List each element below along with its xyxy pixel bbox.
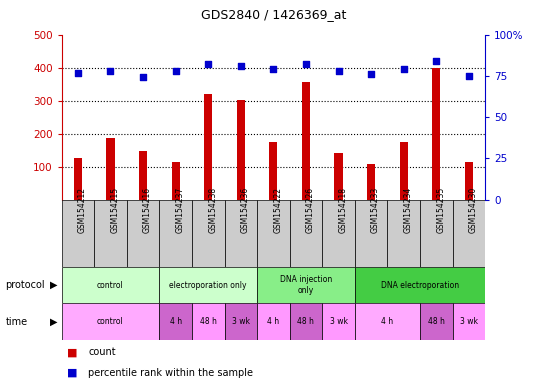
Bar [355, 200, 388, 267]
Bar [237, 99, 245, 200]
Bar [74, 158, 82, 200]
Bar [355, 303, 420, 340]
Text: GSM154236: GSM154236 [241, 187, 250, 233]
Bar [62, 267, 159, 303]
Text: control: control [97, 281, 124, 290]
Text: 3 wk: 3 wk [460, 317, 478, 326]
Text: time: time [5, 316, 27, 327]
Text: GSM154226: GSM154226 [306, 187, 315, 233]
Point [367, 71, 375, 77]
Text: 4 h: 4 h [169, 317, 182, 326]
Bar [127, 200, 159, 267]
Bar [302, 83, 310, 200]
Text: GSM154238: GSM154238 [208, 187, 217, 233]
Text: DNA injection
only: DNA injection only [280, 275, 332, 295]
Text: percentile rank within the sample: percentile rank within the sample [88, 368, 254, 378]
Text: ▶: ▶ [50, 316, 57, 327]
Point [269, 66, 278, 72]
Bar [367, 164, 375, 200]
Point [399, 66, 408, 72]
Text: GSM154237: GSM154237 [176, 187, 184, 233]
Text: 48 h: 48 h [428, 317, 445, 326]
Text: GDS2840 / 1426369_at: GDS2840 / 1426369_at [200, 8, 346, 21]
Text: GSM154222: GSM154222 [273, 187, 282, 233]
Text: 48 h: 48 h [297, 317, 315, 326]
Point [73, 70, 82, 76]
Text: ▶: ▶ [50, 280, 57, 290]
Bar [269, 142, 278, 200]
Bar [322, 200, 355, 267]
Bar [432, 68, 440, 200]
Point [172, 68, 180, 74]
Bar [257, 303, 289, 340]
Point [204, 61, 212, 67]
Text: GSM154212: GSM154212 [78, 187, 87, 233]
Bar [139, 151, 147, 200]
Bar [420, 200, 452, 267]
Text: control: control [97, 317, 124, 326]
Text: ■: ■ [67, 347, 78, 357]
Text: GSM154234: GSM154234 [404, 187, 413, 233]
Bar [62, 303, 159, 340]
Bar [420, 303, 452, 340]
Text: DNA electroporation: DNA electroporation [381, 281, 459, 290]
Bar [334, 154, 343, 200]
Text: 4 h: 4 h [381, 317, 393, 326]
Text: GSM154216: GSM154216 [143, 187, 152, 233]
Bar [257, 200, 289, 267]
Bar [399, 142, 408, 200]
Text: protocol: protocol [5, 280, 45, 290]
Bar [355, 267, 485, 303]
Bar [388, 200, 420, 267]
Text: 48 h: 48 h [200, 317, 217, 326]
Bar [159, 303, 192, 340]
Bar [172, 162, 180, 200]
Point [334, 68, 343, 74]
Bar [289, 200, 322, 267]
Bar [465, 162, 473, 200]
Text: GSM154218: GSM154218 [339, 187, 347, 233]
Bar [192, 303, 225, 340]
Text: GSM154235: GSM154235 [436, 187, 445, 233]
Text: GSM154233: GSM154233 [371, 187, 380, 233]
Point [302, 61, 310, 67]
Point [432, 58, 441, 64]
Bar [289, 303, 322, 340]
Point [139, 74, 147, 81]
Text: electroporation only: electroporation only [169, 281, 247, 290]
Bar [322, 303, 355, 340]
Point [236, 63, 245, 69]
Point [106, 68, 115, 74]
Text: ■: ■ [67, 368, 78, 378]
Bar [159, 267, 257, 303]
Bar [94, 200, 127, 267]
Text: 4 h: 4 h [267, 317, 279, 326]
Text: 3 wk: 3 wk [330, 317, 347, 326]
Bar [225, 200, 257, 267]
Text: 3 wk: 3 wk [232, 317, 250, 326]
Bar [452, 200, 485, 267]
Bar [62, 200, 94, 267]
Bar [225, 303, 257, 340]
Text: GSM154230: GSM154230 [469, 187, 478, 233]
Bar [192, 200, 225, 267]
Text: GSM154215: GSM154215 [110, 187, 120, 233]
Text: count: count [88, 347, 116, 357]
Bar [107, 137, 115, 200]
Bar [159, 200, 192, 267]
Point [465, 73, 473, 79]
Bar [452, 303, 485, 340]
Bar [204, 94, 212, 200]
Bar [257, 267, 355, 303]
